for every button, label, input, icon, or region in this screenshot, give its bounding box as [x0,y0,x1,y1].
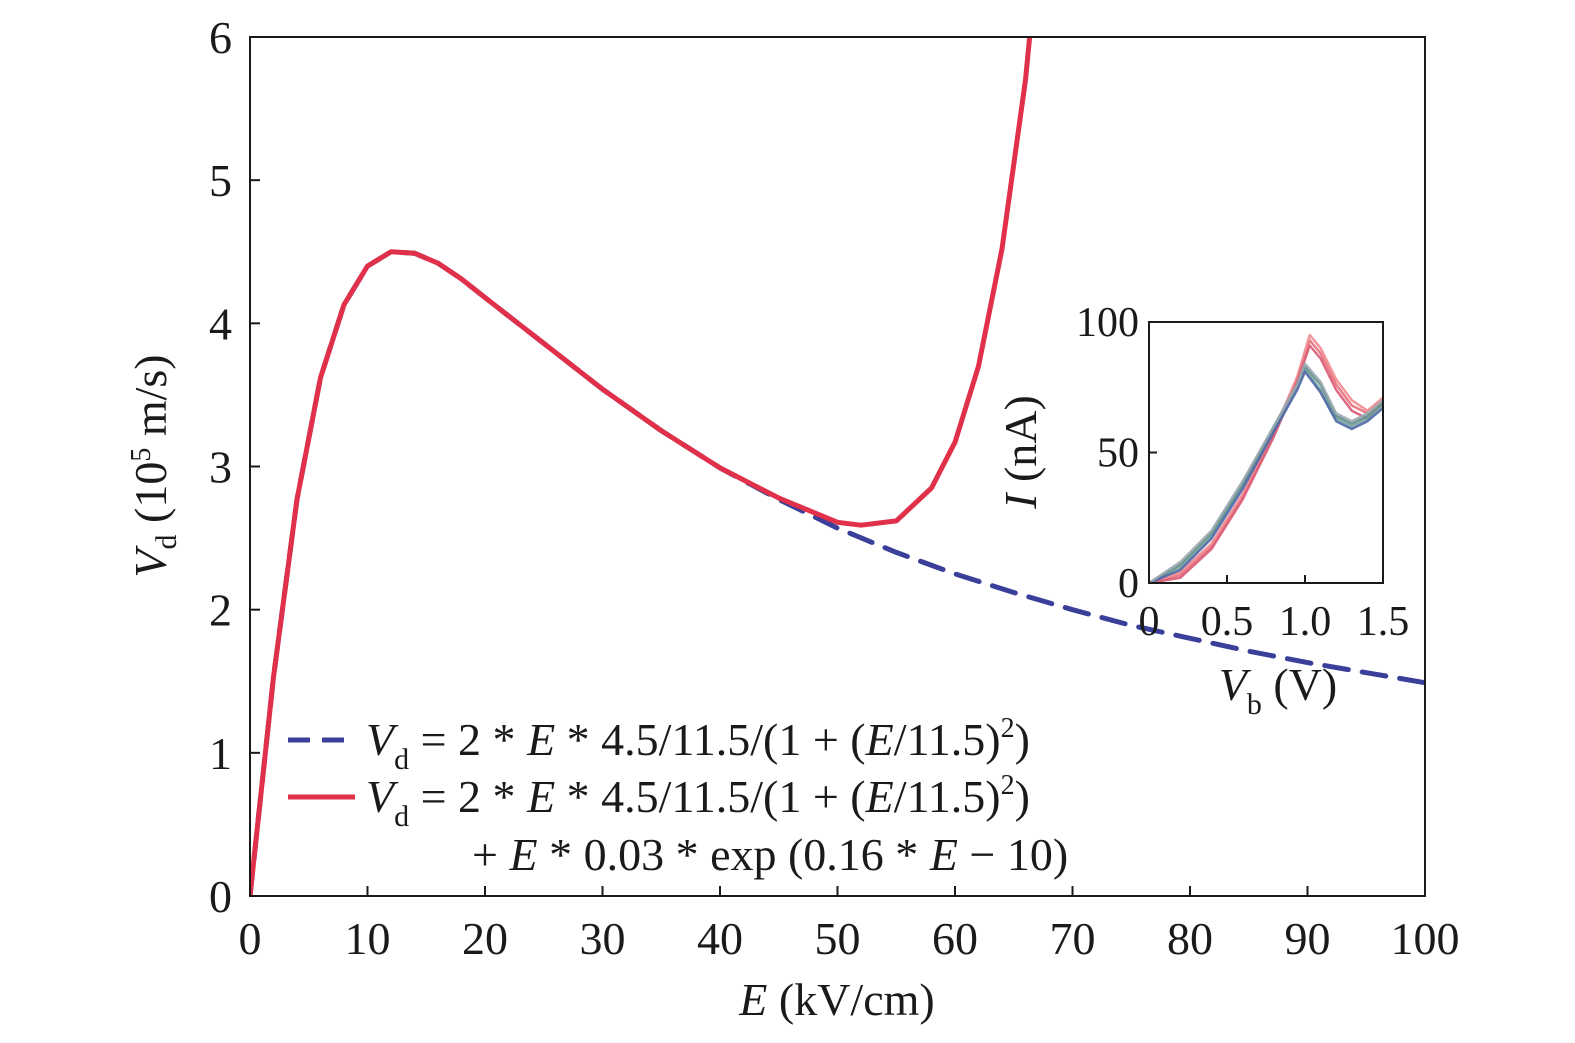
inset-series-3-line [1149,344,1383,583]
inset-series-2-line [1149,333,1383,583]
legend-entry-2-line-2: + E * 0.03 * exp (0.16 * E − 10) [472,829,1068,880]
inset-y-ticks: 0 50 100 [1076,300,1157,607]
inset-y-tick-label: 0 [1118,561,1139,607]
inset-x-tick-label: 1.5 [1357,599,1410,645]
inset-x-tick-label: 0.5 [1201,599,1254,645]
main-x-tick-label: 70 [1050,913,1096,964]
main-x-ticks: 0 10 20 30 40 50 60 70 80 90 100 [239,886,1460,964]
main-series-layer [250,37,1425,896]
main-x-tick-label: 30 [580,913,626,964]
main-x-axis-label: E (kV/cm) [738,974,934,1025]
main-x-tick-label: 50 [815,913,861,964]
inset-y-tick-label: 100 [1076,300,1139,346]
main-y-tick-label: 1 [209,728,232,779]
main-x-tick-label: 90 [1285,913,1331,964]
main-x-tick-label: 60 [932,913,978,964]
main-series-2-line [250,37,1033,896]
main-y-tick-label: 2 [209,585,232,636]
main-x-tick-label: 0 [239,913,262,964]
legend-entry-1: Vd = 2 * E * 4.5/11.5/(1 + (E/11.5)2) [366,713,1030,776]
main-chart: 0 10 20 30 40 50 60 70 80 90 100 0 1 2 3 4 5 6 E (kV/cm)… [125,12,1460,1025]
inset-x-tick-label: 0 [1139,599,1160,645]
main-x-tick-label: 20 [462,913,508,964]
main-x-tick-label: 100 [1391,913,1460,964]
inset-x-ticks: 0 0.5 1.0 1.5 [1139,575,1410,645]
inset-x-tick-label: 1.0 [1279,599,1332,645]
inset-x-axis-label: Vb (V) [1219,659,1337,721]
main-x-tick-label: 10 [345,913,391,964]
legend-entry-2: Vd = 2 * E * 4.5/11.5/(1 + (E/11.5)2) [366,770,1030,833]
inset-series-6-line [1149,370,1383,583]
main-x-tick-label: 80 [1167,913,1213,964]
main-y-tick-label: 0 [209,871,232,922]
main-y-tick-label: 3 [209,442,232,493]
main-y-ticks: 0 1 2 3 4 5 6 [209,12,260,922]
main-y-tick-label: 4 [209,298,232,349]
main-legend: Vd = 2 * E * 4.5/11.5/(1 + (E/11.5)2) Vd… [288,713,1068,880]
main-y-tick-label: 6 [209,12,232,63]
inset-series-7-line [1149,362,1383,583]
main-y-tick-label: 5 [209,155,232,206]
main-y-axis-label: Vd (105 m/s) [125,354,183,577]
main-x-tick-label: 40 [697,913,743,964]
inset-series-layer [1149,333,1383,583]
inset-y-axis-label: I (nA) [995,395,1046,510]
inset-chart: 0 0.5 1.0 1.5 0 50 100 Vb (V) I (nA) [995,300,1409,721]
inset-y-tick-label: 50 [1097,431,1139,477]
